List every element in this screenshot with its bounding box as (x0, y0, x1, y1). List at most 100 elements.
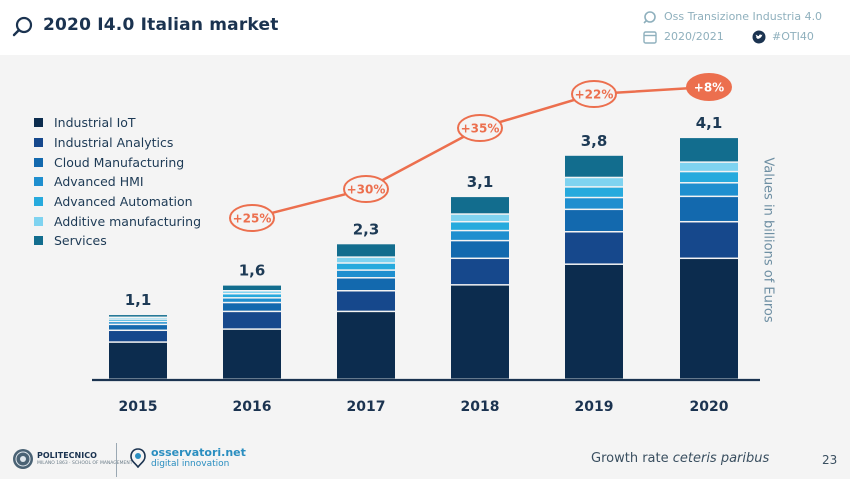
legend-item: Additive manufacturing (34, 211, 201, 231)
x-tick-label: 2015 (119, 399, 158, 415)
bar-segment (223, 291, 281, 293)
growth-badge (457, 114, 503, 142)
bar-segment (337, 291, 395, 311)
legend-label: Industrial IoT (54, 115, 136, 131)
bar-segment (109, 322, 167, 324)
legend-label: Advanced Automation (54, 194, 193, 210)
footer-divider (116, 443, 117, 477)
growth-label: +30% (347, 183, 386, 197)
total-label: 3,8 (581, 132, 608, 150)
bar-segment (565, 210, 623, 231)
university-name: POLITECNICO (37, 451, 97, 460)
growth-badge (229, 204, 275, 232)
growth-badge (343, 175, 389, 203)
total-label: 1,1 (125, 291, 152, 309)
bar-segment (451, 285, 509, 379)
legend-item: Services (34, 231, 201, 251)
x-tick-label: 2019 (575, 399, 614, 415)
legend-swatch (34, 197, 43, 207)
bar-segment (337, 263, 395, 270)
page-title: 2020 I4.0 Italian market (43, 15, 279, 35)
bar-segment (109, 325, 167, 330)
bar-segment (565, 198, 623, 209)
total-label: 3,1 (467, 173, 494, 191)
legend-swatch (34, 118, 43, 128)
bar-segment (223, 294, 281, 298)
legend-swatch (34, 138, 43, 148)
legend-swatch (34, 177, 43, 187)
bar-segment (451, 214, 509, 221)
bar-segment (337, 244, 395, 257)
hashtag-label: #OTI40 (772, 30, 814, 43)
bar-segment (451, 222, 509, 230)
bar-segment (565, 264, 623, 379)
header-bar: 2020 I4.0 Italian market Oss Transizione… (0, 0, 850, 55)
growth-label: +25% (233, 212, 272, 226)
magnifier-icon (12, 16, 33, 37)
bar-segment (680, 222, 738, 258)
bar-segment (223, 298, 281, 302)
y-axis-label: Values in billions of Euros (760, 157, 776, 323)
politecnico-seal-icon (13, 449, 33, 469)
total-label: 2,3 (353, 220, 380, 238)
legend-swatch (34, 236, 43, 246)
bar-segment (337, 270, 395, 278)
legend-label: Services (54, 233, 107, 249)
observatory-icon (643, 11, 656, 24)
legend-item: Industrial IoT (34, 113, 201, 133)
growth-label: +22% (575, 88, 614, 102)
legend: Industrial IoT Industrial Analytics Cloud … (34, 113, 201, 251)
bar-segment (109, 318, 167, 319)
bar-segment (109, 342, 167, 379)
bar-segment (337, 257, 395, 263)
legend-label: Additive manufacturing (54, 213, 202, 229)
x-tick-label: 2017 (347, 399, 386, 415)
growth-rate-note-italic: ceteris paribus (672, 451, 770, 466)
bar-segment (223, 312, 281, 329)
legend-swatch (34, 157, 43, 167)
bar-segment (680, 138, 738, 162)
total-labels-layer: 1,1 1,6 2,3 3,1 3,8 4,1 (125, 114, 723, 309)
legend-label: Cloud Manufacturing (54, 154, 185, 170)
growth-label: +8% (694, 81, 724, 95)
bar-segment (109, 331, 167, 342)
bar-segment (565, 187, 623, 197)
bar-segment (680, 197, 738, 221)
calendar-icon (643, 31, 657, 44)
bar-segment (565, 232, 623, 264)
total-label: 1,6 (239, 262, 266, 280)
x-tick-label: 2018 (461, 399, 500, 415)
legend-item: Industrial Analytics (34, 133, 201, 153)
x-tick-label: 2016 (233, 399, 272, 415)
observatory-label: Oss Transizione Industria 4.0 (664, 10, 823, 23)
bar-segment (680, 172, 738, 183)
legend-label: Advanced HMI (54, 174, 144, 190)
legend-item: Advanced HMI (34, 172, 201, 192)
legend-label: Industrial Analytics (54, 135, 174, 151)
x-axis: 2015 2016 2017 2018 2019 2020 (92, 378, 760, 415)
legend-item: Cloud Manufacturing (34, 152, 201, 172)
growth-rate-note: Growth rate ceteris paribus (591, 451, 769, 466)
bar-segment (680, 183, 738, 196)
legend-swatch (34, 216, 43, 226)
bar-segment (337, 278, 395, 290)
total-label: 4,1 (696, 114, 723, 132)
bar-segment (337, 312, 395, 379)
growth-badge (571, 80, 617, 108)
brand-subtitle: digital innovation (151, 459, 230, 469)
bar-segment (451, 241, 509, 258)
bar-segment (451, 231, 509, 240)
bar-segment (451, 259, 509, 285)
growth-rate-note-plain: Growth rate (591, 451, 673, 466)
growth-badge (686, 73, 732, 101)
bar-segment (223, 285, 281, 290)
brand-name: osservatori.net (151, 446, 246, 459)
twitter-icon (752, 30, 766, 44)
x-tick-label: 2020 (690, 399, 729, 415)
osservatori-logo-icon (130, 448, 146, 468)
bar-segment (565, 178, 623, 187)
bar-segment (109, 315, 167, 317)
bar-segment (109, 319, 167, 321)
bars-layer (109, 138, 738, 379)
legend-item: Advanced Automation (34, 192, 201, 212)
